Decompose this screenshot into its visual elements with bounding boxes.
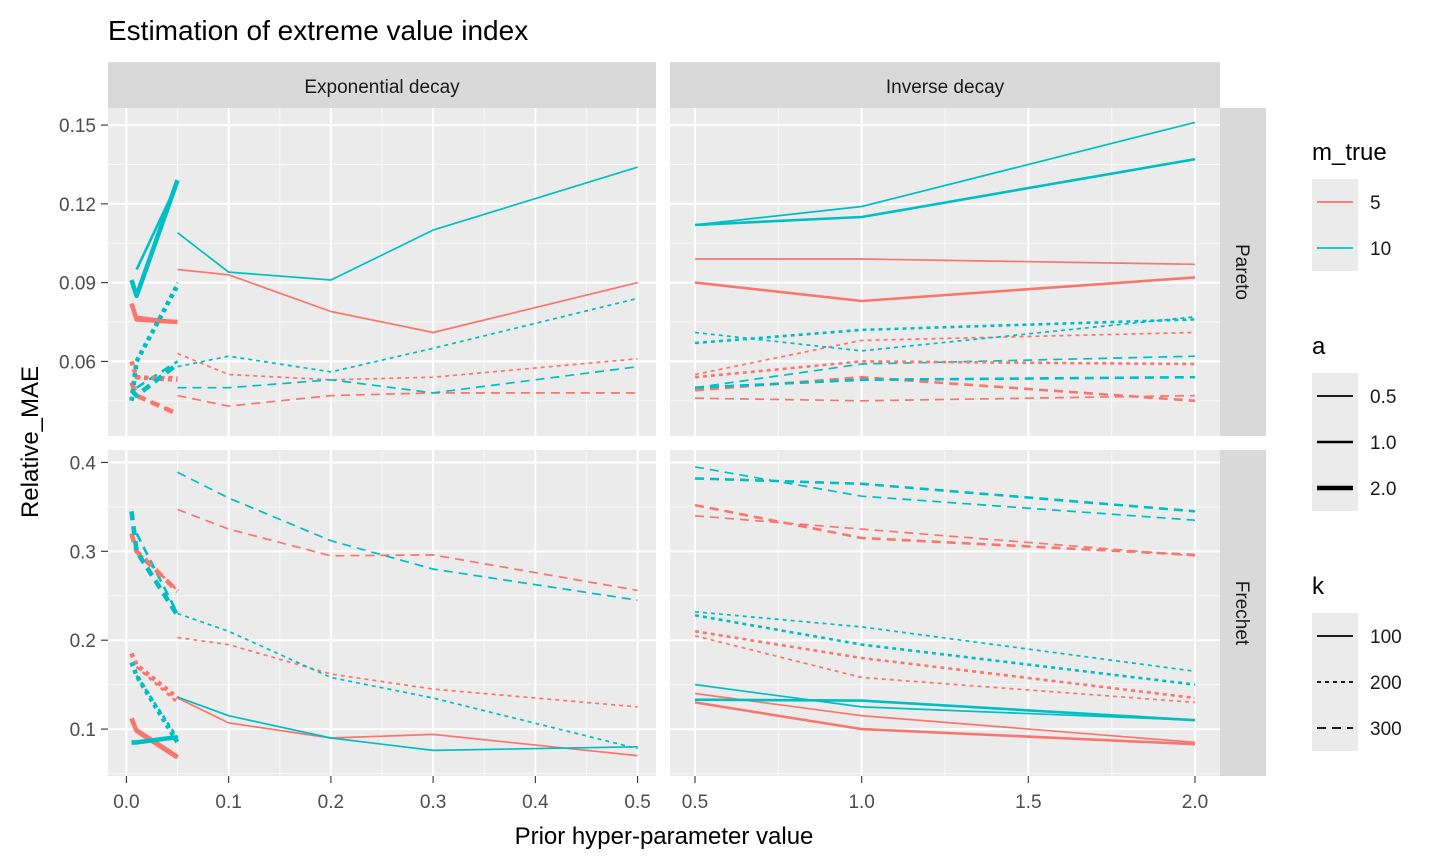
- legend-a-2-0-label: 2.0: [1370, 479, 1396, 500]
- x-tick-label: 0.5: [682, 792, 708, 813]
- legend-title-k: k: [1312, 573, 1325, 600]
- strip-frechet: [1220, 450, 1266, 776]
- x-tick-label: 0.3: [420, 792, 446, 813]
- series-line-exponential-decay-frechet-m5-a0.5-k200: [177, 636, 638, 708]
- strip-label-exponential-decay: Exponential decay: [304, 77, 460, 98]
- y-tick-label: 0.12: [59, 195, 96, 216]
- series-line-exponential-decay-pareto-m5-a0.5-k300: [177, 392, 638, 407]
- panel-exponential-decay-frechet: [108, 450, 656, 776]
- series-line-exponential-decay-pareto-m5-a0.5-k200: [177, 352, 638, 381]
- legend-k-300-label: 300: [1370, 719, 1402, 740]
- panel-inverse-decay-pareto: [670, 108, 1220, 436]
- series-line-inverse-decay-pareto-m10-a0.5-k300: [694, 355, 1196, 389]
- y-tick-label: 0.3: [70, 542, 96, 563]
- strip-label-pareto: Pareto: [1231, 244, 1252, 300]
- series-line-exponential-decay-pareto-m10-a2.0-k100: [129, 179, 180, 299]
- legend-k-200-label: 200: [1370, 673, 1402, 694]
- series-line-exponential-decay-frechet-m5-a1.0-k200: [135, 665, 179, 704]
- y-tick-label: 0.1: [70, 720, 96, 741]
- series-line-exponential-decay-frechet-m5-a2.0-k100: [129, 717, 179, 760]
- series-lines: [129, 121, 1196, 760]
- series-line-inverse-decay-pareto-m5-a1.0-k100: [694, 276, 1196, 303]
- series-line-inverse-decay-pareto-m5-a0.5-k300: [694, 394, 1196, 402]
- series-line-exponential-decay-frechet-m10-a2.0-k100: [131, 734, 178, 745]
- series-line-exponential-decay-pareto-m10-a1.0-k300: [135, 360, 179, 389]
- series-line-inverse-decay-frechet-m10-a1.0-k200: [694, 614, 1196, 686]
- x-tick-label: 1.5: [1015, 792, 1041, 813]
- series-line-inverse-decay-frechet-m5-a0.5-k200: [694, 634, 1196, 704]
- strip-exponential-decay: [108, 62, 656, 108]
- series-line-exponential-decay-pareto-m5-a0.5-k100: [177, 268, 638, 334]
- x-axis-title: Prior hyper-parameter value: [515, 823, 814, 850]
- series-line-exponential-decay-frechet-m5-a2.0-k300: [129, 532, 180, 593]
- strip-label-frechet: Frechet: [1231, 581, 1252, 646]
- legend-a-1-0-label: 1.0: [1370, 433, 1396, 454]
- series-line-inverse-decay-frechet-m10-a1.0-k100: [694, 698, 1196, 722]
- series-line-inverse-decay-frechet-m5-a1.0-k200: [694, 630, 1196, 700]
- panel-exponential-decay-pareto: [108, 108, 656, 436]
- series-line-inverse-decay-pareto-m10-a0.5-k100: [694, 121, 1196, 226]
- x-tick-label: 0.1: [215, 792, 241, 813]
- panel-inverse-decay-frechet: [670, 450, 1220, 776]
- series-line-inverse-decay-frechet-m10-a0.5-k100: [694, 683, 1196, 722]
- strip-inverse-decay: [670, 62, 1220, 108]
- legend-title-a: a: [1312, 333, 1326, 360]
- strip-label-inverse-decay: Inverse decay: [886, 77, 1005, 98]
- series-line-exponential-decay-frechet-m10-a2.0-k200: [129, 661, 180, 744]
- series-line-inverse-decay-pareto-m5-a0.5-k200: [694, 331, 1196, 376]
- series-line-exponential-decay-pareto-m10-a0.5-k100: [176, 166, 638, 281]
- y-tick-label: 0.4: [70, 453, 97, 474]
- chart-title: Estimation of extreme value index: [108, 15, 528, 46]
- series-line-inverse-decay-pareto-m5-a0.5-k100: [695, 258, 1196, 266]
- y-tick-label: 0.09: [59, 274, 96, 295]
- series-line-exponential-decay-frechet-m10-a0.5-k100: [177, 696, 638, 752]
- series-line-exponential-decay-frechet-m10-a0.5-k300: [177, 471, 638, 602]
- series-line-exponential-decay-frechet-m5-a0.5-k300: [177, 508, 638, 592]
- y-tick-label: 0.2: [70, 631, 96, 652]
- y-tick-label: 0.06: [59, 352, 96, 373]
- x-tick-label: 0.0: [113, 792, 139, 813]
- series-line-inverse-decay-frechet-m10-a0.5-k300: [694, 466, 1196, 522]
- series-line-inverse-decay-frechet-m10-a1.0-k300: [694, 477, 1196, 513]
- series-line-exponential-decay-pareto-m10-a0.5-k300: [177, 365, 638, 394]
- x-tick-label: 2.0: [1182, 792, 1208, 813]
- series-line-inverse-decay-pareto-m10-a1.0-k300: [694, 375, 1196, 389]
- legend: m_true 5 10 a 0.5 1.0 2.0 k 100 200 300: [1312, 139, 1402, 751]
- legend-a-0-5-label: 0.5: [1370, 387, 1396, 408]
- y-tick-label: 0.15: [59, 116, 96, 137]
- series-line-exponential-decay-pareto-m10-a0.5-k200: [177, 297, 638, 373]
- x-tick-label: 0.4: [522, 792, 549, 813]
- y-axis-title: Relative_MAE: [17, 366, 44, 518]
- series-line-exponential-decay-pareto-m5-a2.0-k300: [129, 381, 179, 416]
- panels: Exponential decay Inverse decay Pareto Frec…: [59, 62, 1266, 813]
- x-tick-label: 0.5: [624, 792, 650, 813]
- series-line-exponential-decay-pareto-m10-a2.0-k300: [129, 362, 179, 398]
- x-tick-label: 1.0: [848, 792, 874, 813]
- series-line-inverse-decay-pareto-m5-a1.0-k300: [694, 375, 1196, 403]
- legend-m-true-10-label: 10: [1370, 239, 1391, 260]
- legend-title-m-true: m_true: [1312, 139, 1387, 166]
- series-line-inverse-decay-frechet-m5-a1.0-k100: [694, 701, 1196, 746]
- series-line-exponential-decay-frechet-m10-a2.0-k300: [129, 511, 180, 617]
- x-tick-label: 0.2: [318, 792, 344, 813]
- series-line-exponential-decay-pareto-m10-a2.0-k200: [129, 284, 180, 402]
- series-line-inverse-decay-frechet-m5-a0.5-k300: [694, 514, 1196, 557]
- series-line-exponential-decay-pareto-m5-a2.0-k100: [129, 302, 178, 325]
- series-line-inverse-decay-pareto-m10-a1.0-k100: [694, 157, 1196, 227]
- legend-m-true-5-label: 5: [1370, 193, 1381, 214]
- strip-pareto: [1220, 108, 1266, 436]
- series-line-inverse-decay-frechet-m5-a1.0-k300: [694, 503, 1196, 557]
- legend-k-100-label: 100: [1370, 627, 1402, 648]
